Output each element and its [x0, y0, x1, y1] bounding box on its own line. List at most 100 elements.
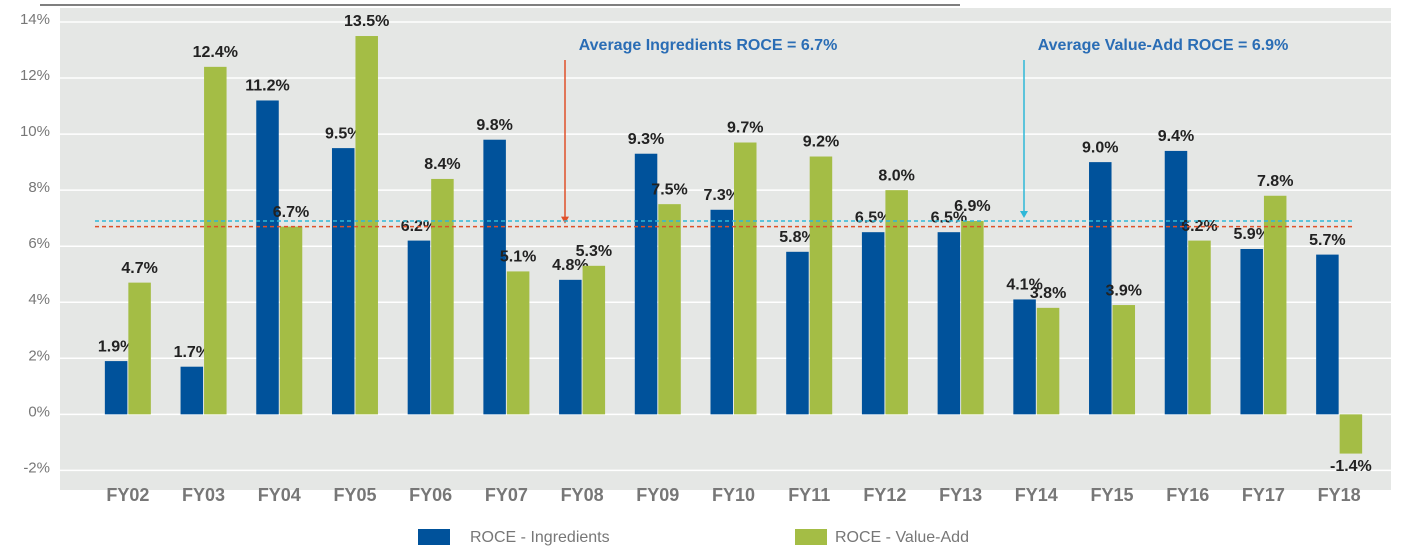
y-tick-label: 0% [28, 403, 50, 420]
y-tick-label: 4% [28, 291, 50, 308]
bar [885, 190, 908, 415]
data-label: 8.0% [878, 167, 914, 184]
data-label: 5.1% [500, 249, 536, 266]
bar [809, 156, 833, 415]
bar [256, 100, 279, 415]
bar [128, 282, 151, 415]
data-label: 9.7% [727, 120, 763, 137]
bar [1188, 240, 1211, 415]
data-label: 5.7% [1309, 232, 1345, 249]
x-tick-label: FY05 [333, 485, 376, 505]
x-tick-label: FY10 [712, 485, 755, 505]
x-tick-label: FY16 [1166, 485, 1209, 505]
x-tick-label: FY09 [636, 485, 679, 505]
x-tick-label: FY13 [939, 485, 982, 505]
legend-swatch [795, 529, 827, 545]
reference-label: Average Value-Add ROCE = 6.9% [1038, 37, 1289, 54]
x-tick-label: FY03 [182, 485, 225, 505]
data-label: 12.4% [193, 44, 238, 61]
bar [1164, 150, 1188, 415]
bar [104, 361, 128, 415]
annotation-arrowhead [561, 216, 569, 224]
bar [355, 36, 378, 415]
y-tick-label: 10% [20, 123, 50, 140]
data-label: 6.5% [855, 209, 891, 226]
bar [559, 279, 582, 415]
data-label: 13.5% [344, 13, 389, 30]
bar [431, 178, 454, 415]
data-label: 4.8% [552, 257, 588, 274]
data-label: 3.9% [1106, 282, 1142, 299]
bar [483, 139, 506, 415]
bar [331, 148, 355, 415]
bar [279, 226, 303, 415]
x-tick-label: FY08 [561, 485, 604, 505]
data-label: 9.8% [476, 117, 512, 134]
data-label: 7.3% [704, 187, 740, 204]
data-label: 9.2% [803, 134, 839, 151]
bar [734, 142, 757, 415]
reference-label: Average Ingredients ROCE = 6.7% [579, 37, 838, 54]
data-label: 11.2% [245, 78, 289, 95]
data-label: 3.8% [1030, 285, 1066, 302]
data-label: 1.9% [98, 338, 134, 355]
x-tick-label: FY12 [863, 485, 906, 505]
data-label: 5.8% [779, 229, 815, 246]
y-tick-label: 14% [20, 11, 50, 28]
data-label: 6.9% [954, 198, 990, 215]
bar [506, 271, 530, 415]
bar [1263, 195, 1287, 415]
y-tick-label: -2% [23, 459, 50, 476]
y-tick-label: 12% [20, 67, 50, 84]
bar [961, 220, 984, 415]
data-label: 6.5% [931, 209, 967, 226]
x-tick-label: FY15 [1091, 485, 1134, 505]
x-tick-label: FY06 [409, 485, 452, 505]
data-label: 9.4% [1158, 128, 1194, 145]
legend-label: ROCE - Ingredients [470, 529, 610, 546]
legend-label: ROCE - Value-Add [835, 529, 969, 546]
x-tick-label: FY07 [485, 485, 528, 505]
annotation-arrowhead [1020, 210, 1028, 218]
data-label: 9.3% [628, 131, 664, 148]
legend-swatch [418, 529, 450, 545]
bar [937, 232, 961, 415]
x-tick-label: FY02 [106, 485, 149, 505]
x-tick-label: FY11 [788, 485, 830, 505]
bar [1089, 162, 1112, 415]
data-label: 5.9% [1233, 226, 1269, 243]
data-label: 1.7% [174, 344, 210, 361]
data-label: 6.2% [1181, 218, 1217, 235]
bar [407, 240, 431, 415]
bar [1013, 299, 1036, 415]
data-label: 4.7% [121, 260, 157, 277]
data-label: 6.7% [273, 204, 309, 221]
y-tick-label: 8% [28, 179, 50, 196]
x-tick-label: FY17 [1242, 485, 1285, 505]
data-label: 9.0% [1082, 139, 1118, 156]
bar [180, 366, 204, 415]
bar [1112, 305, 1136, 415]
data-label: 5.3% [576, 243, 612, 260]
bar [1316, 254, 1339, 415]
bar [204, 66, 227, 415]
y-tick-label: 2% [28, 347, 50, 364]
x-tick-label: FY18 [1318, 485, 1361, 505]
y-tick-label: 6% [28, 235, 50, 252]
x-tick-label: FY14 [1015, 485, 1058, 505]
bar [658, 204, 681, 415]
bar [710, 209, 733, 415]
data-label: 4.1% [1006, 277, 1042, 294]
bar [1240, 249, 1263, 415]
bar [1036, 307, 1060, 415]
bar [634, 153, 658, 415]
bar [786, 251, 809, 415]
bar [582, 265, 606, 415]
bar [1339, 414, 1363, 454]
bar [861, 232, 885, 415]
data-label: 7.8% [1257, 173, 1293, 190]
data-label: 7.5% [651, 181, 687, 198]
x-tick-label: FY04 [258, 485, 301, 505]
data-label: 8.4% [424, 156, 460, 173]
